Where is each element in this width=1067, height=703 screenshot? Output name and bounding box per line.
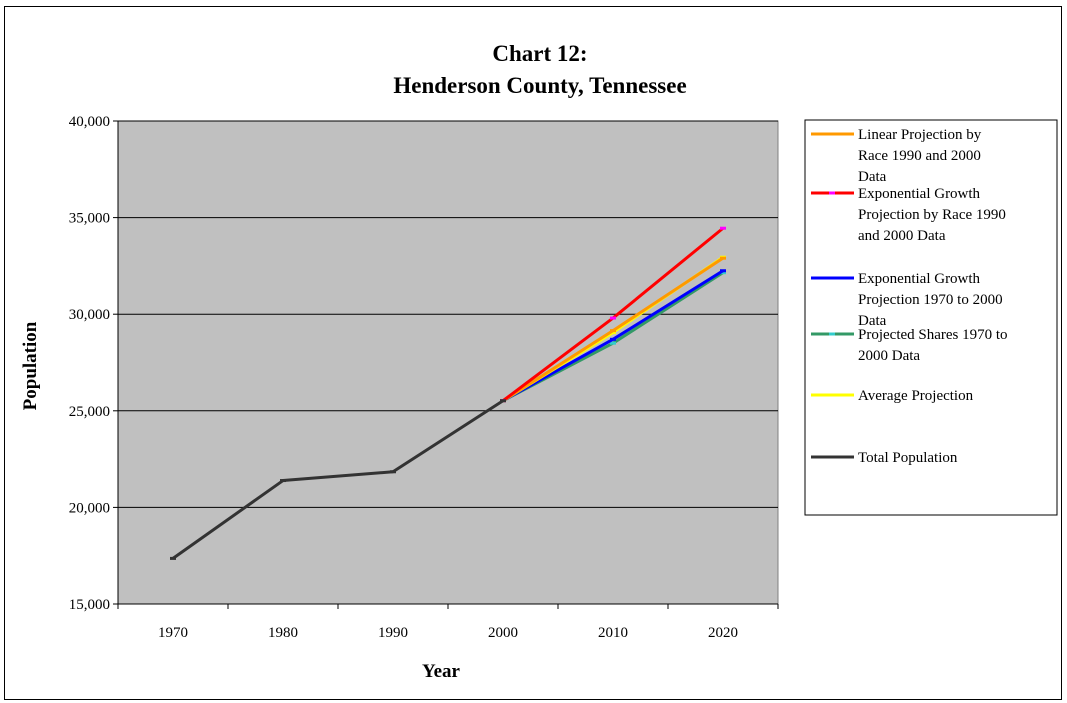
y-tick-label: 30,000 (69, 307, 110, 323)
legend-marker (829, 191, 835, 195)
x-tick-label: 2000 (488, 625, 518, 641)
legend-label: Linear Projection by (858, 127, 982, 143)
series-point (500, 399, 506, 403)
y-tick-label: 40,000 (69, 114, 110, 130)
series-point (610, 341, 616, 345)
legend-label: Average Projection (858, 388, 974, 404)
x-axis-ticks: 1970 1980 1990 2000 2010 2020 (117, 603, 779, 641)
y-tick-label: 20,000 (69, 500, 110, 516)
legend: Linear Projection by Race 1990 and 2000 Da… (811, 127, 1008, 466)
chart-title-line1: Chart 12: (492, 41, 587, 66)
legend-label: and 2000 Data (858, 228, 946, 244)
x-axis-title: Year (422, 661, 461, 682)
series-point (610, 331, 616, 335)
legend-label: Total Population (858, 450, 958, 466)
plot-area (117, 120, 779, 605)
series-point (170, 556, 176, 560)
legend-label: Race 1990 and 2000 (858, 148, 981, 164)
series-lines (170, 226, 726, 560)
y-axis-ticks: 15,000 20,000 25,000 30,000 35,000 40,000 (69, 114, 119, 613)
series-point (720, 269, 726, 273)
series-point (720, 226, 726, 230)
legend-label: Projection by Race 1990 (858, 207, 1006, 223)
legend-marker (829, 332, 835, 336)
x-tick-label: 2010 (598, 625, 628, 641)
x-tick-label: 1970 (158, 625, 188, 641)
legend-label: 2000 Data (858, 348, 920, 364)
series-point (720, 271, 726, 275)
legend-label: Exponential Growth (858, 186, 981, 202)
series-point (720, 256, 726, 260)
x-tick-label: 1990 (378, 625, 408, 641)
y-axis-title: Population (20, 321, 41, 410)
y-tick-label: 25,000 (69, 404, 110, 420)
y-tick-label: 15,000 (69, 597, 110, 613)
legend-label: Projection 1970 to 2000 (858, 292, 1003, 308)
chart-frame: Chart 12: Henderson County, Tennessee 15… (4, 6, 1062, 700)
series-point (280, 479, 286, 483)
series-point (610, 316, 616, 320)
gridlines (118, 120, 778, 508)
legend-box (804, 119, 1058, 516)
chart-title-line2: Henderson County, Tennessee (393, 73, 686, 98)
series-point (610, 337, 616, 341)
y-tick-label: 35,000 (69, 211, 110, 227)
legend-label: Exponential Growth (858, 271, 981, 287)
legend-label: Projected Shares 1970 to (858, 327, 1008, 343)
chart-svg: Chart 12: Henderson County, Tennessee 15… (20, 41, 1058, 682)
legend-label: Data (858, 169, 887, 185)
legend-label: Data (858, 313, 887, 329)
series-point (390, 470, 396, 474)
series-point (610, 329, 616, 333)
series-line (172, 399, 504, 560)
x-tick-label: 2020 (708, 625, 738, 641)
x-tick-label: 1980 (268, 625, 298, 641)
